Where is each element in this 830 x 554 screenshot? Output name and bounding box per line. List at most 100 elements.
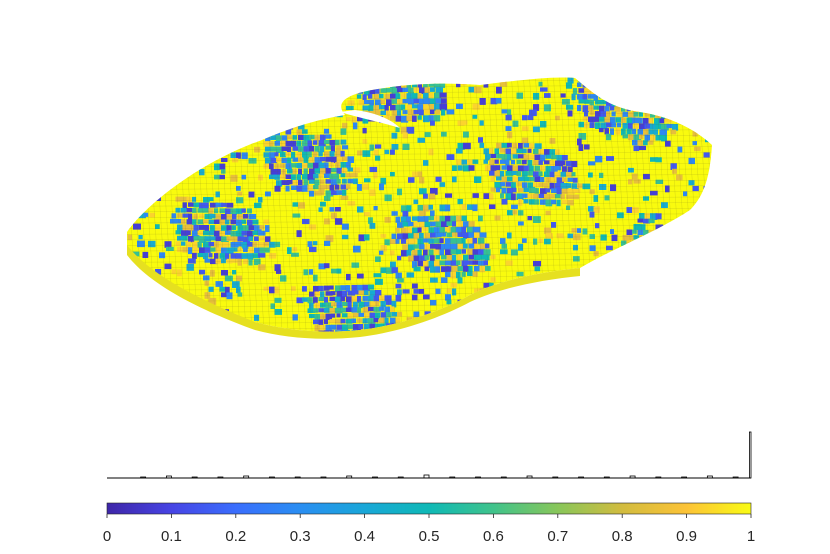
surface-cell [423,81,428,89]
surface-cell [408,222,414,227]
surface-cell [578,144,584,151]
surface-cell [149,212,155,218]
surface-cell [556,177,564,185]
surface-cell [600,111,606,118]
surface-cell [626,207,633,213]
surface-cell [628,235,635,241]
surface-cell [450,260,459,266]
surface-cell [573,88,578,95]
surface-cell [336,145,341,152]
surface-cell [406,104,412,110]
surface-cell [435,288,441,294]
surface-cell [430,244,438,249]
surface-grid-line [127,163,712,168]
surface-cell [500,182,505,187]
surface-cell [309,302,314,309]
surface-cell [435,109,440,115]
surface-cell [424,98,433,106]
surface-cell [490,176,495,182]
surface-cell [192,196,197,202]
surface-cell [501,243,507,249]
surface-cell [313,308,319,313]
surface-cell [188,236,195,243]
surface-cell [269,141,274,147]
surface-cell [589,122,595,128]
surface-cell [622,111,629,117]
surface-cell [214,253,219,260]
surface-cell [324,184,332,190]
surface-cell [274,297,282,303]
surface-cell [380,110,387,115]
surface-cell [362,127,367,134]
surface-cell [324,196,331,201]
colorbar-tick-label: 0.5 [419,528,440,545]
surface-cell [230,242,239,248]
surface-cell [505,170,514,176]
surface-cell [595,99,603,105]
surface-cell [364,88,372,96]
surface-cell [208,241,215,247]
surface-cell [461,271,466,277]
histogram-bar [269,476,275,479]
surface-cell [281,135,288,141]
surface-cell [567,200,574,206]
surface-cell [412,227,419,234]
surface-cell [567,77,574,84]
surface-cell [611,122,617,128]
surface-cell [417,104,424,111]
surface-cell [659,129,667,137]
surface-cell [391,312,399,317]
surface-cell [347,313,353,319]
surface-cell [203,197,210,203]
surface-cell [439,260,446,266]
surface-cell [380,177,386,185]
surface-cell [353,312,359,318]
surface-cell [529,165,534,173]
surface-cell [450,215,459,222]
surface-cell [472,226,481,233]
surface-cell [501,142,509,148]
surface-cell [604,195,610,201]
histogram-bar [243,475,250,479]
surface-cell [226,292,233,300]
surface-cell [269,253,277,259]
surface-cell [177,235,184,241]
surface-cell [254,225,262,232]
surface-cell [402,98,409,104]
surface-cell [340,128,347,135]
surface-cell [534,143,542,149]
surface-cell [391,132,398,139]
surface-cell [347,301,352,308]
surface-cell [489,159,495,166]
surface-cell [369,312,377,319]
surface-cell [215,281,223,287]
surface-cell [342,145,349,150]
surface-cell [423,115,430,123]
surface-cell [342,190,347,197]
surface-cell [461,249,466,254]
surface-cell [188,247,193,255]
surface-cell [419,177,425,184]
surface-cell [331,145,335,153]
surface-cell [252,219,259,225]
surface-cell [177,213,183,218]
surface-cell [375,144,382,149]
surface-cell [621,106,626,112]
surface-cell [489,148,494,154]
surface-cell [617,212,624,219]
surface-cell [457,198,463,205]
surface-cell [232,236,238,243]
surface-cell [219,219,226,225]
surface-cell [566,160,572,167]
surface-cell [512,154,519,159]
surface-cell [342,313,350,318]
surface-cell [490,254,496,259]
surface-cell [214,163,220,171]
surface-cell [439,92,447,98]
surface-cell [292,168,297,174]
histogram-bar [217,476,224,479]
surface-cell [413,244,420,249]
surface-cell [291,286,296,291]
surface-cell [450,271,457,279]
surface-cell [324,308,332,313]
